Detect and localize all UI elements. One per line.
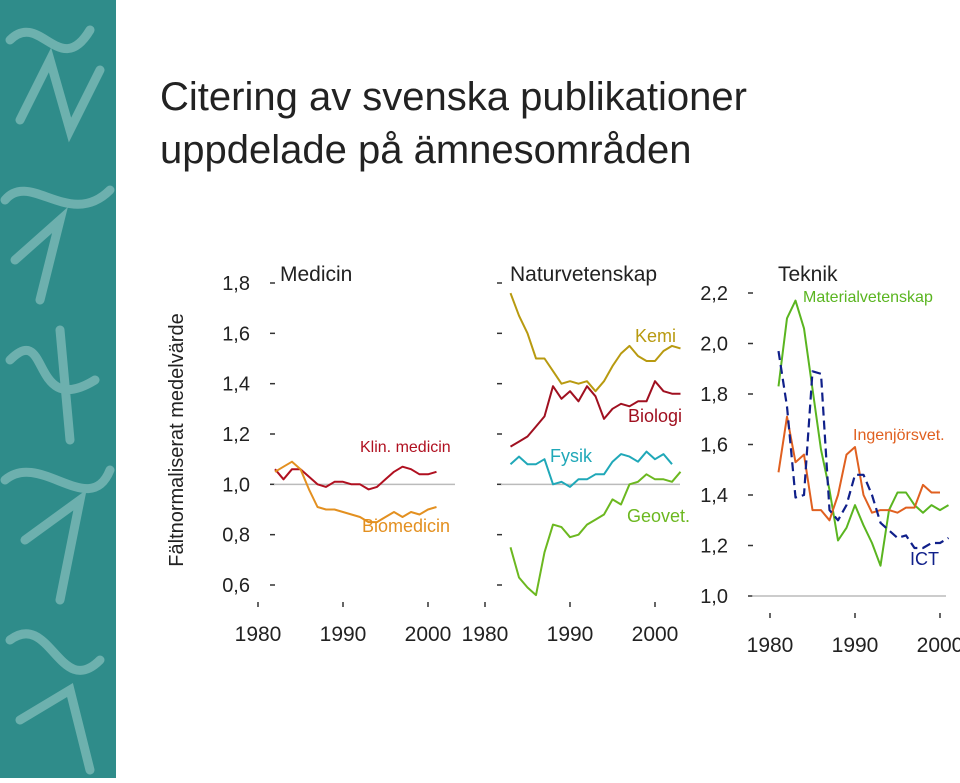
- x-tick-label: 1990: [547, 623, 594, 646]
- data-line: [509, 292, 681, 393]
- chart-panel: Teknik 1,0 1,2 1,4 1,6 1,8 2,0 2,2 1980 1990 2000 M…: [700, 263, 960, 657]
- x-tick-label: 1990: [320, 623, 367, 646]
- y-axis-label: Fältnormaliserat medelvärde: [166, 313, 188, 566]
- x-tick-label: 1980: [235, 623, 282, 646]
- y-tick-label: 1,8: [222, 273, 250, 295]
- title-line: Citering av svenska publikationer: [160, 75, 747, 119]
- data-line: [509, 471, 682, 597]
- y-tick-label: 1,2: [222, 424, 250, 446]
- chart-panel: Medicin 0,6 0,8 1,0 1,2 1,4 1,6 1,8 1980 1990 2000…: [222, 263, 455, 646]
- y-tick-label: 1,0: [700, 586, 728, 608]
- y-tick-label: 1,4: [700, 485, 728, 507]
- x-tick-label: 2000: [632, 623, 679, 646]
- series-label: Biomedicin: [362, 516, 450, 536]
- y-tick-label: 1,2: [700, 536, 728, 558]
- y-tick-label: 1,8: [700, 384, 728, 406]
- y-tick-label: 1,6: [222, 323, 250, 345]
- panel-title: Medicin: [280, 263, 352, 286]
- chart-panel: Naturvetenskap 1980 1990 2000 Kemi Biologi Fys…: [462, 263, 690, 646]
- title-line: uppdelade på ämnesområden: [160, 128, 692, 172]
- x-tick-label: 2000: [405, 623, 452, 646]
- series-label: Geovet.: [627, 506, 690, 526]
- panel-title: Teknik: [778, 263, 838, 286]
- series-label: Ingenjörsvet.: [853, 427, 945, 444]
- y-tick-label: 1,4: [222, 374, 250, 396]
- y-tick-label: 1,0: [222, 474, 250, 496]
- series-label: Fysik: [550, 446, 593, 466]
- x-tick-label: 2000: [917, 634, 960, 657]
- data-line: [509, 450, 673, 488]
- y-tick-label: 0,6: [222, 575, 250, 597]
- data-line: [509, 380, 681, 448]
- y-tick-label: 0,8: [222, 525, 250, 547]
- x-tick-label: 1990: [832, 634, 879, 657]
- series-label: Biologi: [628, 406, 682, 426]
- panel-title: Naturvetenskap: [510, 263, 657, 286]
- decorative-strip: [0, 0, 116, 778]
- data-line: [274, 465, 437, 491]
- data-line: [274, 460, 437, 524]
- data-line: [777, 299, 950, 567]
- series-label: Kemi: [635, 326, 676, 346]
- series-label: Materialvetenskap: [803, 289, 933, 306]
- series-label: Klin. medicin: [360, 439, 451, 456]
- y-tick-label: 2,2: [700, 283, 728, 305]
- x-tick-label: 1980: [747, 634, 794, 657]
- y-tick-label: 1,6: [700, 435, 728, 457]
- data-line: [777, 350, 950, 550]
- x-tick-label: 1980: [462, 623, 509, 646]
- series-label: ICT: [910, 549, 939, 569]
- y-tick-label: 2,0: [700, 334, 728, 356]
